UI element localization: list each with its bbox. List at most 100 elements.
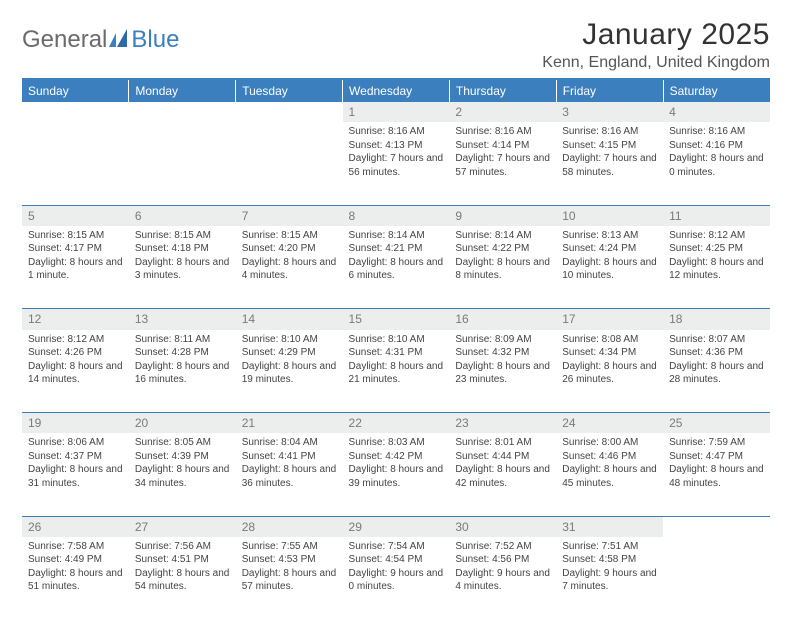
daylight-line: Daylight: 8 hours and 23 minutes. bbox=[455, 360, 550, 387]
sunset-line: Sunset: 4:49 PM bbox=[28, 553, 123, 567]
day-number-cell: 19 bbox=[22, 413, 129, 434]
daylight-line: Daylight: 8 hours and 54 minutes. bbox=[135, 567, 230, 594]
day-detail-cell: Sunrise: 8:11 AMSunset: 4:28 PMDaylight:… bbox=[129, 330, 236, 413]
day-detail-row: Sunrise: 8:06 AMSunset: 4:37 PMDaylight:… bbox=[22, 433, 770, 516]
day-number-cell: 25 bbox=[663, 413, 770, 434]
day-detail-cell bbox=[236, 122, 343, 205]
day-number-cell: 31 bbox=[556, 516, 663, 537]
daylight-line: Daylight: 8 hours and 57 minutes. bbox=[242, 567, 337, 594]
day-number-cell: 30 bbox=[449, 516, 556, 537]
daylight-line: Daylight: 8 hours and 21 minutes. bbox=[349, 360, 444, 387]
sunset-line: Sunset: 4:20 PM bbox=[242, 242, 337, 256]
sunrise-line: Sunrise: 8:15 AM bbox=[28, 229, 123, 243]
day-number-row: 1234 bbox=[22, 102, 770, 122]
daylight-line: Daylight: 8 hours and 51 minutes. bbox=[28, 567, 123, 594]
day-number-cell: 26 bbox=[22, 516, 129, 537]
sunset-line: Sunset: 4:13 PM bbox=[349, 139, 444, 153]
day-detail-row: Sunrise: 8:12 AMSunset: 4:26 PMDaylight:… bbox=[22, 330, 770, 413]
day-detail-cell: Sunrise: 7:54 AMSunset: 4:54 PMDaylight:… bbox=[343, 537, 450, 620]
day-number-cell: 22 bbox=[343, 413, 450, 434]
day-detail-cell: Sunrise: 8:10 AMSunset: 4:31 PMDaylight:… bbox=[343, 330, 450, 413]
sunrise-line: Sunrise: 8:07 AM bbox=[669, 333, 764, 347]
day-number-row: 19202122232425 bbox=[22, 413, 770, 434]
sunrise-line: Sunrise: 8:15 AM bbox=[242, 229, 337, 243]
day-detail-cell: Sunrise: 7:56 AMSunset: 4:51 PMDaylight:… bbox=[129, 537, 236, 620]
daylight-line: Daylight: 8 hours and 31 minutes. bbox=[28, 463, 123, 490]
day-detail-cell: Sunrise: 8:06 AMSunset: 4:37 PMDaylight:… bbox=[22, 433, 129, 516]
page-title: January 2025 bbox=[542, 18, 770, 52]
weekday-header-row: Sunday Monday Tuesday Wednesday Thursday… bbox=[22, 80, 770, 102]
day-detail-cell: Sunrise: 8:01 AMSunset: 4:44 PMDaylight:… bbox=[449, 433, 556, 516]
day-number-cell: 6 bbox=[129, 205, 236, 226]
day-number-cell: 1 bbox=[343, 102, 450, 122]
daylight-line: Daylight: 8 hours and 0 minutes. bbox=[669, 152, 764, 179]
sunset-line: Sunset: 4:15 PM bbox=[562, 139, 657, 153]
location-subtitle: Kenn, England, United Kingdom bbox=[542, 54, 770, 72]
day-number-cell bbox=[22, 102, 129, 122]
sunrise-line: Sunrise: 8:16 AM bbox=[669, 125, 764, 139]
sunrise-line: Sunrise: 7:54 AM bbox=[349, 540, 444, 554]
daylight-line: Daylight: 8 hours and 14 minutes. bbox=[28, 360, 123, 387]
weekday-header: Thursday bbox=[449, 80, 556, 102]
daylight-line: Daylight: 7 hours and 58 minutes. bbox=[562, 152, 657, 179]
weekday-header: Saturday bbox=[663, 80, 770, 102]
sunrise-line: Sunrise: 8:12 AM bbox=[669, 229, 764, 243]
calendar-table: Sunday Monday Tuesday Wednesday Thursday… bbox=[22, 80, 770, 620]
sunrise-line: Sunrise: 8:16 AM bbox=[455, 125, 550, 139]
daylight-line: Daylight: 8 hours and 3 minutes. bbox=[135, 256, 230, 283]
day-number-cell: 12 bbox=[22, 309, 129, 330]
sunset-line: Sunset: 4:54 PM bbox=[349, 553, 444, 567]
day-number-cell: 14 bbox=[236, 309, 343, 330]
sunset-line: Sunset: 4:42 PM bbox=[349, 450, 444, 464]
day-detail-cell: Sunrise: 7:51 AMSunset: 4:58 PMDaylight:… bbox=[556, 537, 663, 620]
sunrise-line: Sunrise: 7:52 AM bbox=[455, 540, 550, 554]
day-number-cell: 23 bbox=[449, 413, 556, 434]
day-number-cell: 20 bbox=[129, 413, 236, 434]
sunrise-line: Sunrise: 8:12 AM bbox=[28, 333, 123, 347]
day-detail-cell: Sunrise: 7:59 AMSunset: 4:47 PMDaylight:… bbox=[663, 433, 770, 516]
day-number-cell: 3 bbox=[556, 102, 663, 122]
daylight-line: Daylight: 8 hours and 16 minutes. bbox=[135, 360, 230, 387]
day-detail-cell: Sunrise: 8:14 AMSunset: 4:22 PMDaylight:… bbox=[449, 226, 556, 309]
sunset-line: Sunset: 4:17 PM bbox=[28, 242, 123, 256]
daylight-line: Daylight: 9 hours and 7 minutes. bbox=[562, 567, 657, 594]
sunset-line: Sunset: 4:46 PM bbox=[562, 450, 657, 464]
day-detail-cell: Sunrise: 8:08 AMSunset: 4:34 PMDaylight:… bbox=[556, 330, 663, 413]
day-detail-cell: Sunrise: 8:07 AMSunset: 4:36 PMDaylight:… bbox=[663, 330, 770, 413]
sunset-line: Sunset: 4:41 PM bbox=[242, 450, 337, 464]
sunrise-line: Sunrise: 8:09 AM bbox=[455, 333, 550, 347]
day-number-cell: 24 bbox=[556, 413, 663, 434]
day-number-cell: 17 bbox=[556, 309, 663, 330]
day-number-cell: 13 bbox=[129, 309, 236, 330]
sunset-line: Sunset: 4:22 PM bbox=[455, 242, 550, 256]
daylight-line: Daylight: 8 hours and 45 minutes. bbox=[562, 463, 657, 490]
day-detail-cell: Sunrise: 8:03 AMSunset: 4:42 PMDaylight:… bbox=[343, 433, 450, 516]
day-number-cell bbox=[236, 102, 343, 122]
sunrise-line: Sunrise: 8:16 AM bbox=[562, 125, 657, 139]
day-number-cell: 8 bbox=[343, 205, 450, 226]
daylight-line: Daylight: 8 hours and 4 minutes. bbox=[242, 256, 337, 283]
title-block: January 2025 Kenn, England, United Kingd… bbox=[542, 18, 770, 72]
day-detail-cell: Sunrise: 8:16 AMSunset: 4:14 PMDaylight:… bbox=[449, 122, 556, 205]
sunrise-line: Sunrise: 8:10 AM bbox=[349, 333, 444, 347]
sunrise-line: Sunrise: 8:14 AM bbox=[349, 229, 444, 243]
sunrise-line: Sunrise: 8:08 AM bbox=[562, 333, 657, 347]
day-number-cell: 9 bbox=[449, 205, 556, 226]
day-number-cell: 29 bbox=[343, 516, 450, 537]
day-number-row: 262728293031 bbox=[22, 516, 770, 537]
day-detail-cell: Sunrise: 8:00 AMSunset: 4:46 PMDaylight:… bbox=[556, 433, 663, 516]
day-number-row: 567891011 bbox=[22, 205, 770, 226]
sunset-line: Sunset: 4:47 PM bbox=[669, 450, 764, 464]
day-number-cell: 27 bbox=[129, 516, 236, 537]
sunset-line: Sunset: 4:36 PM bbox=[669, 346, 764, 360]
sunrise-line: Sunrise: 7:51 AM bbox=[562, 540, 657, 554]
sunrise-line: Sunrise: 7:58 AM bbox=[28, 540, 123, 554]
daylight-line: Daylight: 8 hours and 12 minutes. bbox=[669, 256, 764, 283]
weekday-header: Wednesday bbox=[343, 80, 450, 102]
sunrise-line: Sunrise: 8:03 AM bbox=[349, 436, 444, 450]
sunrise-line: Sunrise: 8:01 AM bbox=[455, 436, 550, 450]
sunset-line: Sunset: 4:58 PM bbox=[562, 553, 657, 567]
day-detail-cell: Sunrise: 8:04 AMSunset: 4:41 PMDaylight:… bbox=[236, 433, 343, 516]
day-number-cell: 2 bbox=[449, 102, 556, 122]
day-detail-cell: Sunrise: 7:58 AMSunset: 4:49 PMDaylight:… bbox=[22, 537, 129, 620]
